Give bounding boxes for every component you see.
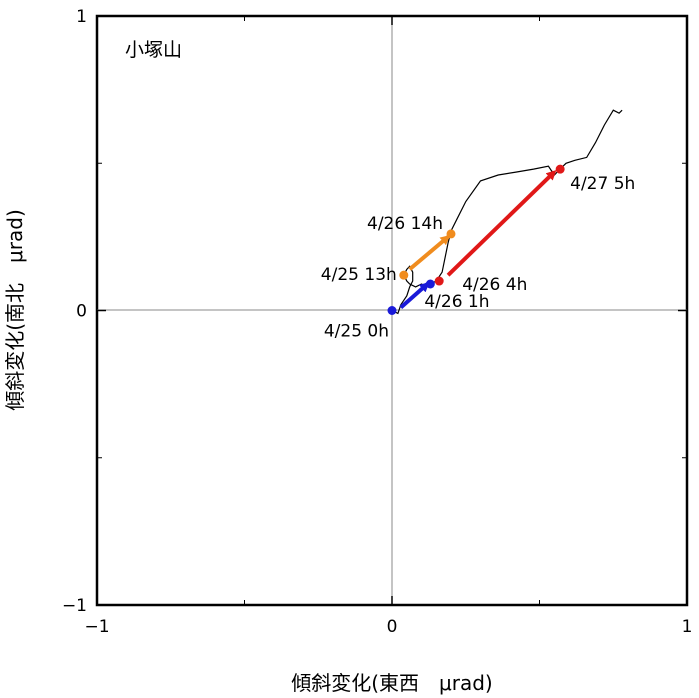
tilt-trace xyxy=(391,109,623,315)
x-tick-label: 0 xyxy=(387,617,398,637)
time-label: 4/25 13h xyxy=(321,265,397,285)
time-marker xyxy=(434,276,444,286)
time-label: 4/25 0h xyxy=(324,322,389,342)
time-marker xyxy=(555,164,565,174)
station-label: 小塚山 xyxy=(125,39,182,61)
y-tick-label: 0 xyxy=(76,302,87,322)
time-marker xyxy=(446,229,456,239)
x-tick-label: −1 xyxy=(84,617,109,637)
time-label: 4/26 4h xyxy=(462,275,527,295)
change-arrow xyxy=(446,169,557,277)
change-arrow xyxy=(399,282,430,310)
tick-labels: −1 0 1 −1 0 1 xyxy=(62,7,692,637)
change-arrow xyxy=(408,234,451,271)
annotations: 4/25 0h 4/26 1h 4/25 13h 4/26 14h 4/26 4h 4/2… xyxy=(321,174,636,341)
tick-marks xyxy=(96,15,688,606)
time-marker xyxy=(425,279,435,289)
time-marker xyxy=(399,270,409,280)
x-axis-label: 傾斜変化(東西 μrad) xyxy=(291,671,493,695)
time-label: 4/27 5h xyxy=(570,174,635,194)
y-tick-label: 1 xyxy=(76,7,87,27)
time-label: 4/26 1h xyxy=(424,292,489,312)
y-tick-label: −1 xyxy=(62,596,87,616)
time-marker xyxy=(387,306,397,315)
x-tick-label: 1 xyxy=(682,617,693,637)
arrows xyxy=(399,169,557,310)
time-label: 4/26 14h xyxy=(367,214,443,234)
markers xyxy=(387,164,565,315)
y-axis-label: 傾斜変化(南北 μrad) xyxy=(3,209,27,411)
